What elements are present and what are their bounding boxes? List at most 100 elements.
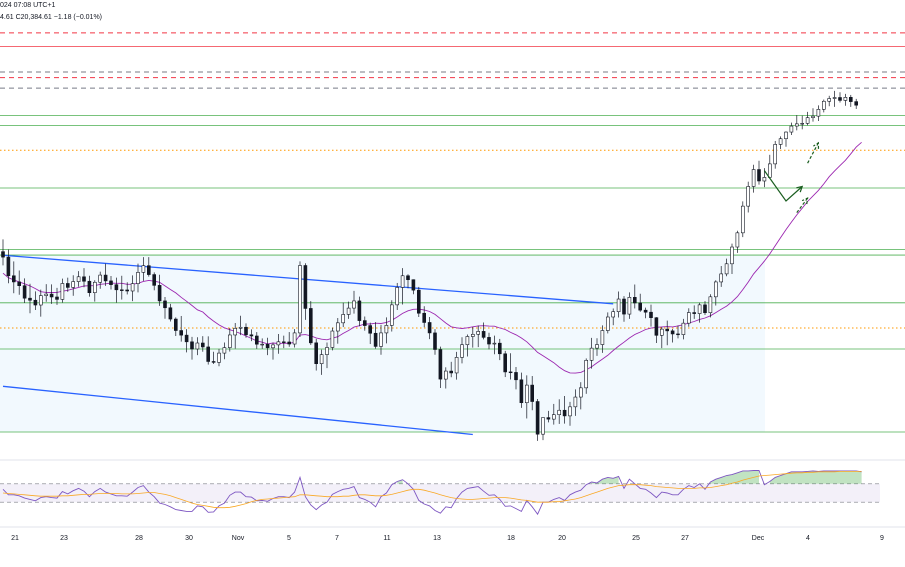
candle-56 (303, 263, 308, 320)
candle-body-136 (735, 232, 740, 248)
candle-body-108 (584, 359, 589, 389)
candle-body-11 (60, 283, 65, 300)
candle-24 (130, 275, 135, 302)
candle-body-145 (784, 131, 788, 140)
candle-128 (692, 305, 697, 319)
candle-body-47 (255, 335, 259, 345)
candle-body-111 (600, 330, 605, 345)
candle-89 (481, 322, 486, 340)
candle-21 (114, 277, 119, 303)
candle-32 (174, 317, 178, 336)
candle-1 (6, 249, 11, 284)
candle-144 (778, 136, 783, 149)
projection-arrow-2 (807, 142, 819, 164)
candle-body-35 (190, 341, 194, 350)
candle-body-15 (82, 276, 86, 282)
candle-134 (724, 258, 729, 277)
candle-41 (222, 342, 227, 360)
candle-body-55 (298, 265, 302, 334)
candle-9 (49, 284, 54, 304)
candle-156 (843, 93, 848, 106)
candle-body-56 (303, 265, 308, 309)
candle-117 (632, 284, 637, 309)
candle-130 (703, 301, 707, 315)
candle-107 (578, 382, 583, 410)
legend-ohlc-fragment: 4.61 (0, 14, 14, 21)
candle-body-95 (514, 372, 518, 381)
candle-120 (649, 304, 653, 327)
candle-138 (746, 181, 751, 213)
candle-body-48 (260, 343, 265, 346)
candle-158 (854, 98, 859, 109)
candle-body-103 (557, 409, 562, 415)
candle-body-153 (827, 98, 832, 102)
candle-body-97 (524, 384, 529, 404)
candle-body-106 (573, 396, 578, 408)
candle-15 (82, 268, 86, 288)
candle-body-138 (746, 186, 751, 207)
candle-129 (697, 302, 702, 323)
candle-36 (195, 337, 200, 356)
candle-body-3 (17, 281, 22, 286)
candle-body-112 (605, 316, 610, 331)
candle-body-4 (22, 285, 27, 299)
candle-body-82 (443, 370, 448, 380)
candle-119 (643, 307, 648, 319)
candle-112 (605, 312, 610, 334)
candle-13 (71, 275, 75, 296)
candle-body-77 (416, 289, 421, 314)
candle-body-84 (454, 357, 459, 374)
candle-97 (524, 375, 529, 419)
candle-82 (443, 367, 448, 389)
candle-body-14 (76, 276, 81, 282)
candle-body-31 (168, 307, 173, 320)
candle-73 (395, 282, 400, 310)
candle-body-76 (411, 279, 416, 291)
candle-3 (17, 270, 22, 295)
candle-body-140 (757, 169, 761, 182)
candle-body-41 (222, 347, 227, 354)
candle-126 (681, 318, 686, 340)
x-tick-label-4: Nov (232, 535, 245, 542)
rsi-line (2, 470, 862, 516)
candle-135 (730, 243, 734, 275)
candle-106 (573, 389, 578, 416)
candle-75 (406, 274, 410, 289)
candle-132 (713, 280, 718, 306)
candle-6 (33, 291, 38, 310)
candle-body-59 (319, 354, 324, 365)
x-tick-label-11: 25 (632, 535, 640, 542)
candle-14 (76, 271, 81, 287)
candle-body-144 (778, 138, 783, 145)
candle-53 (287, 332, 292, 347)
candle-body-87 (470, 333, 475, 337)
candle-20 (109, 275, 113, 290)
candle-body-113 (611, 311, 616, 318)
candle-16 (87, 275, 92, 297)
candle-40 (217, 348, 221, 367)
candle-54 (292, 329, 297, 348)
projection-arrow-1 (796, 197, 809, 213)
candle-body-139 (751, 169, 756, 187)
candle-12 (66, 277, 70, 292)
candle-body-75 (406, 275, 410, 281)
x-tick-label-3: 30 (185, 535, 193, 542)
projection-arrow-head-0 (796, 185, 804, 193)
candle-body-94 (508, 371, 513, 374)
candle-52 (281, 335, 286, 349)
candle-body-20 (109, 280, 113, 285)
candle-116 (627, 292, 632, 319)
candle-103 (557, 399, 562, 424)
candle-body-143 (773, 144, 778, 165)
candle-31 (168, 303, 173, 322)
candle-body-7 (38, 295, 43, 306)
candle-body-62 (335, 322, 340, 332)
candle-body-133 (719, 273, 724, 283)
candle-body-43 (233, 327, 237, 336)
candle-25 (136, 263, 140, 293)
candle-body-134 (724, 263, 729, 275)
x-tick-label-1: 23 (60, 535, 68, 542)
candle-body-8 (44, 293, 49, 296)
